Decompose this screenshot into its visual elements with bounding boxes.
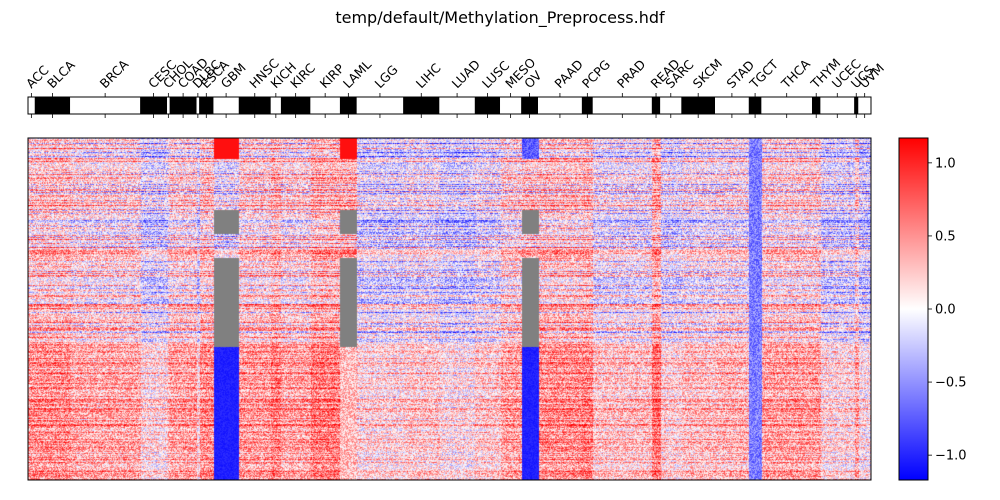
colorbar-tick-label: −0.5 <box>935 376 967 391</box>
category-bar-segment-thca <box>761 97 812 114</box>
category-label-blca: BLCA <box>44 57 78 91</box>
category-bar-segment-ucec <box>820 97 855 114</box>
category-bar-segment-dlbc <box>196 97 200 114</box>
chart-title: temp/default/Methylation_Preprocess.hdf <box>335 8 665 28</box>
category-bar-segment-lusc <box>474 97 501 114</box>
category-label-brca: BRCA <box>97 56 132 91</box>
category-bar-segment-kirc <box>280 97 311 114</box>
category-label-pcpg: PCPG <box>579 57 613 91</box>
category-bar-segment-ov <box>521 97 539 114</box>
category-bar-segment-brca <box>70 97 141 114</box>
category-bar-segment-chol <box>167 97 170 114</box>
category-bar-segment-luad <box>439 97 475 114</box>
category-bar-segment-laml <box>339 97 357 114</box>
colorbar-tick-label: 1.0 <box>935 156 956 171</box>
category-bar-segment-ucs <box>854 97 859 114</box>
category-bar-segment-meso <box>500 97 522 114</box>
category-bar <box>27 93 872 118</box>
category-bar-segment-lgg <box>356 97 404 114</box>
category-bar-segment-kich <box>270 97 281 114</box>
category-label-prad: PRAD <box>614 57 649 92</box>
category-label-kirp: KIRP <box>317 60 348 91</box>
category-label-luad: LUAD <box>449 57 483 91</box>
category-label-lgg: LGG <box>371 62 400 91</box>
colorbar-tick-label: −1.0 <box>935 449 967 464</box>
category-bar-segment-skcm <box>681 97 716 114</box>
category-bar-segment-prad <box>592 97 652 114</box>
category-label-lihc: LIHC <box>413 60 444 91</box>
colorbar-gradient <box>898 137 929 481</box>
category-bar-segment-tgct <box>748 97 762 114</box>
category-bar-segment-blca <box>34 97 71 114</box>
category-bar-segment-paad <box>538 97 582 114</box>
category-bar-segment-hnsc <box>238 97 271 114</box>
colorbar: 1.0 0.5 0.0 −0.5 −1.0 <box>898 137 967 481</box>
category-bar-segment-uvm <box>858 97 871 114</box>
category-label-laml: LAML <box>340 57 374 91</box>
category-label-thca: THCA <box>778 56 814 92</box>
category-bar-segment-cesc <box>140 97 168 114</box>
heatmap-image <box>28 138 871 480</box>
category-label-tgct: TGCT <box>746 56 781 91</box>
category-bar-segment-coad <box>169 97 197 114</box>
category-bar-segment-read <box>651 97 661 114</box>
category-bar-segment-sarc <box>660 97 682 114</box>
colorbar-tick-label: 0.0 <box>935 303 956 318</box>
category-label-paad: PAAD <box>551 57 586 92</box>
category-bar-frame <box>27 96 872 115</box>
category-bar-segment-stad <box>715 97 749 114</box>
category-label-skcm: SKCM <box>690 56 725 91</box>
category-bar-segment-esca <box>199 97 214 114</box>
category-bar-segment-pcpg <box>581 97 593 114</box>
heatmap <box>27 137 872 481</box>
category-bar-segment-acc <box>28 97 35 114</box>
category-bar-segment-thym <box>811 97 821 114</box>
category-bar-segment-gbm <box>213 97 239 114</box>
colorbar-tick-label: 0.5 <box>935 229 956 244</box>
category-bar-segment-kirp <box>310 97 340 114</box>
category-bar-segment-lihc <box>403 97 440 114</box>
heatmap-frame <box>27 137 872 481</box>
